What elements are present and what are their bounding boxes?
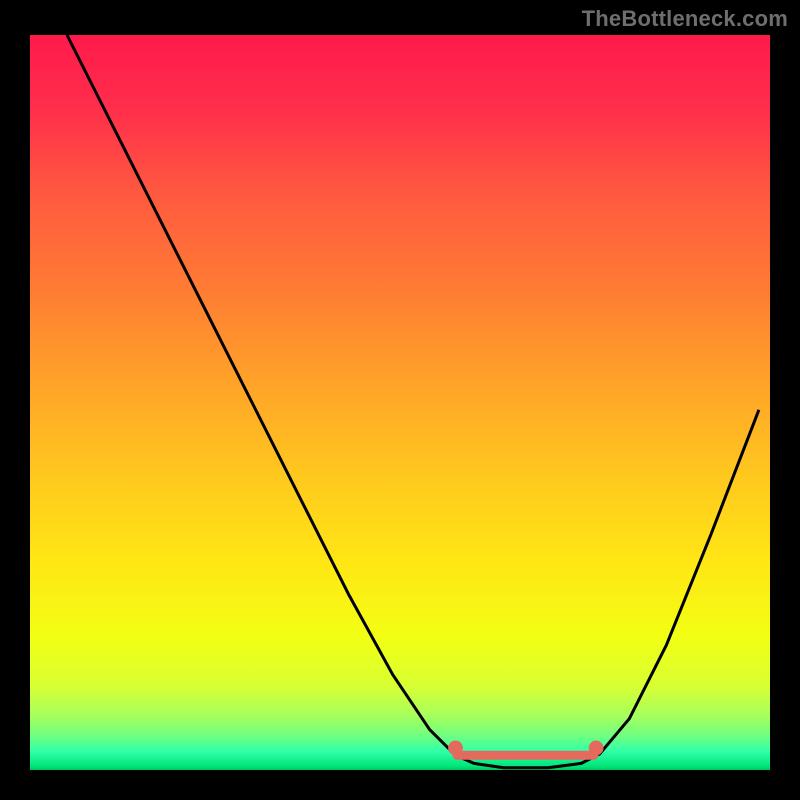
chart-container: TheBottleneck.com <box>0 0 800 800</box>
highlight-cap-left <box>448 741 463 756</box>
bottleneck-chart <box>0 0 800 800</box>
watermark-text: TheBottleneck.com <box>582 6 788 32</box>
highlight-cap-right <box>589 741 604 756</box>
